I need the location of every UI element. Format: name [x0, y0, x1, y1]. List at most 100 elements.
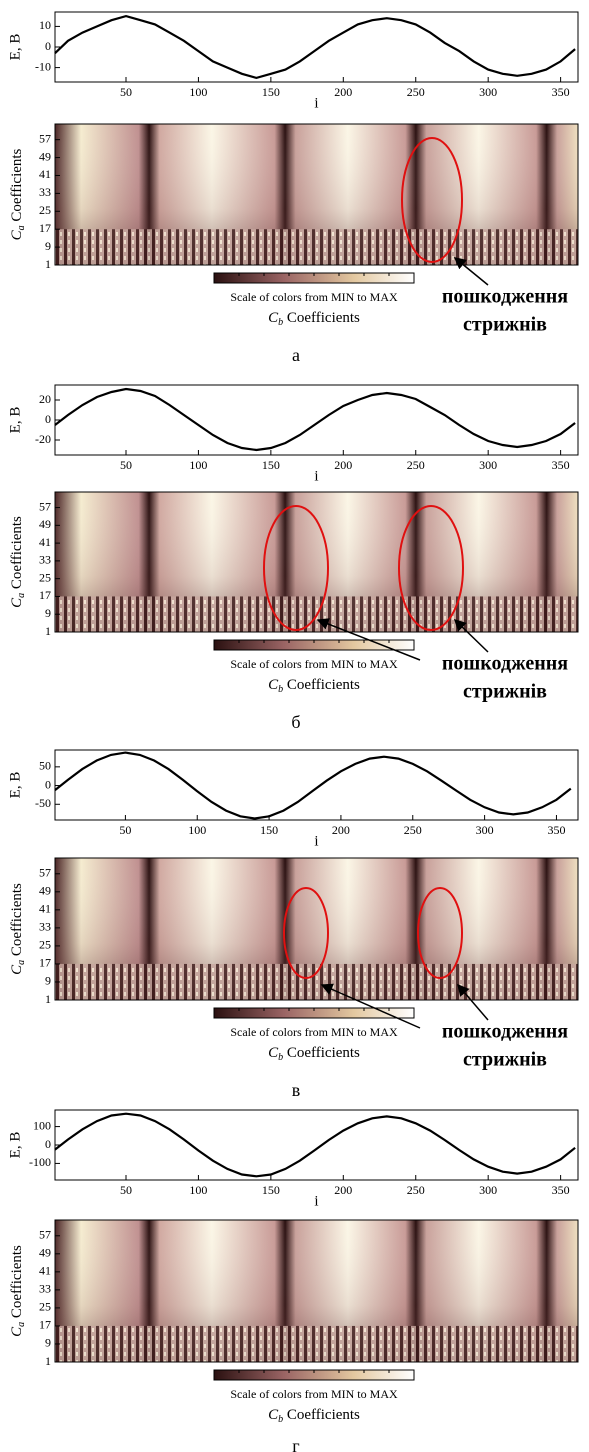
colorbar-title: Cb Coefficients	[268, 1045, 360, 1063]
y-tick-label: 1	[45, 624, 51, 638]
y-tick-label: 41	[39, 902, 51, 916]
y-tick-label: 25	[39, 570, 51, 584]
y-axis-label: Ca Coefficients	[9, 516, 27, 608]
signal-line	[54, 387, 576, 452]
panel-caption: в	[292, 1080, 301, 1100]
y-tick-label: 33	[39, 185, 51, 199]
colorbar-title: Cb Coefficients	[268, 310, 360, 328]
y-tick-label: 57	[39, 866, 51, 880]
x-tick-label: 150	[262, 1183, 280, 1197]
x-tick-label: 300	[479, 85, 497, 99]
scalogram-low-band	[55, 963, 578, 1000]
colorbar-title-text: Coefficients	[287, 310, 360, 326]
y-tick-label: 17	[39, 1318, 51, 1332]
signal-line	[54, 14, 576, 80]
y-tick-label: 41	[39, 1264, 51, 1278]
y-axis-label-symbol: C	[9, 1326, 25, 1337]
y-tick-label: 100	[33, 1118, 51, 1132]
y-tick-label: 57	[39, 1228, 51, 1242]
colorbar-title-symbol: C	[268, 1407, 279, 1423]
y-tick-label: 9	[45, 606, 51, 620]
y-tick-label: -50	[35, 796, 51, 810]
colorbar-title-sub: b	[278, 1052, 283, 1063]
x-axis-label: i	[314, 833, 318, 849]
annotation-arrow	[320, 983, 421, 1029]
annotation: стрижнів	[463, 1049, 547, 1071]
annotation: стрижнів	[463, 314, 547, 336]
y-axis-label-text: Coefficients	[9, 148, 25, 221]
y-tick-label: 25	[39, 938, 51, 952]
colorbar-label: Scale of colors from MIN to MAX	[230, 657, 398, 671]
y-axis-label-text: Coefficients	[9, 1245, 25, 1318]
y-axis-label: Ca Coefficients	[9, 883, 27, 975]
y-tick-label: 17	[39, 588, 51, 602]
axes-frame	[54, 1219, 579, 1363]
y-axis-label: E, B	[7, 407, 23, 434]
x-axis-label: i	[314, 468, 318, 484]
x-tick-label: 250	[404, 823, 422, 837]
axes-frame	[54, 11, 579, 83]
x-tick-label: 150	[262, 85, 280, 99]
x-tick-label: 50	[120, 85, 132, 99]
panel-caption: а	[292, 345, 300, 365]
y-axis-label-symbol: C	[9, 229, 25, 240]
annotation: пошкодження	[442, 1021, 568, 1043]
y-tick-label: 57	[39, 131, 51, 145]
y-tick-label: 9	[45, 239, 51, 253]
y-tick-label: 49	[39, 149, 51, 163]
y-tick-label: 49	[39, 884, 51, 898]
colorbar-label: Scale of colors from MIN to MAX	[230, 1387, 398, 1401]
y-axis-label: E, B	[7, 772, 23, 799]
colorbar-label: Scale of colors from MIN to MAX	[230, 1025, 398, 1039]
annotation: пошкодження	[442, 286, 568, 308]
x-tick-label: 250	[407, 1183, 425, 1197]
colorbar-title-symbol: C	[268, 1045, 279, 1061]
x-tick-label: 200	[332, 823, 350, 837]
colorbar-title-sub: b	[278, 684, 283, 695]
axes-frame	[54, 857, 579, 1001]
y-tick-label: 49	[39, 1246, 51, 1260]
colorbar-title-text: Coefficients	[287, 677, 360, 693]
scalogram-low-band	[55, 1325, 578, 1362]
x-tick-label: 50	[119, 823, 131, 837]
y-tick-label: 10	[39, 18, 51, 32]
x-tick-label: 350	[552, 85, 570, 99]
y-tick-label: 57	[39, 499, 51, 513]
y-tick-label: 17	[39, 221, 51, 235]
x-tick-label: 200	[334, 85, 352, 99]
y-axis-label-sub: a	[16, 1322, 27, 1327]
y-tick-label: 50	[39, 759, 51, 773]
x-tick-label: 150	[260, 823, 278, 837]
panel-caption: б	[291, 712, 300, 732]
y-tick-label: -10	[35, 59, 51, 73]
panel-caption: г	[292, 1436, 299, 1452]
damage-ellipse	[263, 505, 329, 631]
y-axis-label-sub: a	[16, 960, 27, 965]
y-axis-label: E, B	[7, 34, 23, 61]
colorbar-title-text: Coefficients	[287, 1045, 360, 1061]
x-tick-label: 250	[407, 85, 425, 99]
y-tick-label: 17	[39, 956, 51, 970]
y-tick-label: 25	[39, 203, 51, 217]
y-axis-label: Ca Coefficients	[9, 148, 27, 240]
y-tick-label: 9	[45, 1336, 51, 1350]
axes-frame	[54, 123, 579, 266]
y-axis-label: Ca Coefficients	[9, 1245, 27, 1337]
y-tick-label: 41	[39, 535, 51, 549]
y-axis-label-text: Coefficients	[9, 883, 25, 956]
y-tick-label: 49	[39, 517, 51, 531]
annotation: стрижнів	[463, 681, 547, 703]
x-tick-label: 150	[262, 458, 280, 472]
y-tick-label: 9	[45, 974, 51, 988]
annotation-arrow	[453, 618, 489, 653]
colorbar-title: Cb Coefficients	[268, 1407, 360, 1425]
y-axis-label: E, B	[7, 1132, 23, 1159]
x-tick-label: 50	[120, 458, 132, 472]
y-tick-label: 1	[45, 257, 51, 271]
x-tick-label: 100	[189, 85, 207, 99]
x-tick-label: 300	[479, 458, 497, 472]
x-axis-label: i	[314, 1193, 318, 1209]
y-tick-label: 0	[45, 412, 51, 426]
annotation-arrow	[453, 257, 489, 286]
